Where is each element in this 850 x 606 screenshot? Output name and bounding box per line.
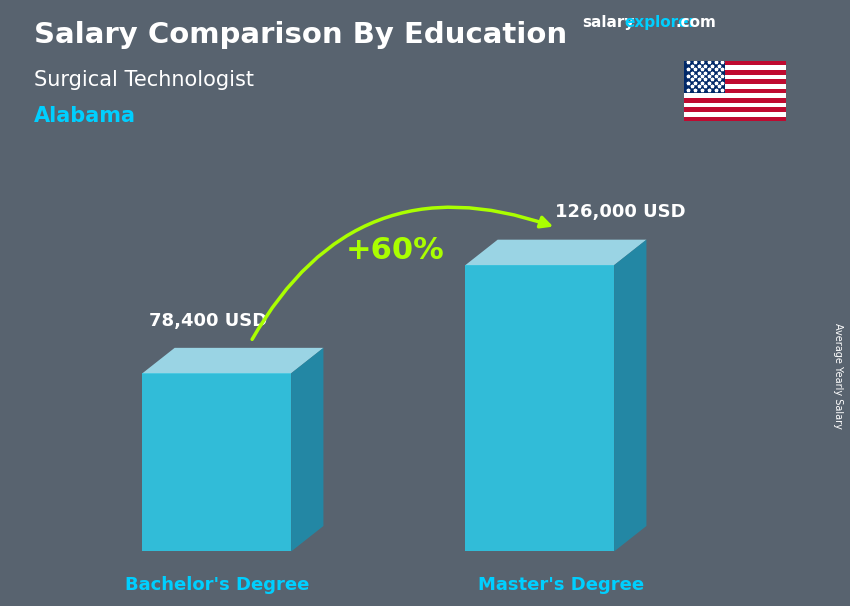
Bar: [684, 70, 786, 75]
Text: Bachelor's Degree: Bachelor's Degree: [125, 576, 309, 594]
Polygon shape: [614, 239, 647, 551]
Text: Alabama: Alabama: [34, 106, 136, 126]
Bar: [684, 84, 786, 88]
Bar: [684, 61, 725, 93]
Text: 126,000 USD: 126,000 USD: [555, 204, 686, 221]
Text: Salary Comparison By Education: Salary Comparison By Education: [34, 21, 567, 49]
Bar: [684, 98, 786, 102]
Bar: [684, 107, 786, 112]
Polygon shape: [466, 265, 614, 551]
Polygon shape: [466, 239, 647, 265]
Text: Master's Degree: Master's Degree: [478, 576, 644, 594]
Bar: [684, 75, 786, 79]
Polygon shape: [291, 348, 323, 551]
Bar: [684, 65, 786, 70]
Polygon shape: [142, 348, 323, 373]
Bar: [684, 116, 786, 121]
Text: +60%: +60%: [345, 236, 445, 265]
Text: 78,400 USD: 78,400 USD: [149, 311, 268, 330]
Bar: [684, 79, 786, 84]
Bar: [684, 112, 786, 116]
Text: Surgical Technologist: Surgical Technologist: [34, 70, 254, 90]
Text: Average Yearly Salary: Average Yearly Salary: [833, 323, 843, 428]
Bar: [684, 88, 786, 93]
Text: explorer: explorer: [625, 15, 697, 30]
Bar: [684, 93, 786, 98]
Polygon shape: [142, 373, 291, 551]
Text: .com: .com: [676, 15, 717, 30]
Bar: [684, 61, 786, 65]
Text: salary: salary: [582, 15, 635, 30]
Bar: [684, 102, 786, 107]
